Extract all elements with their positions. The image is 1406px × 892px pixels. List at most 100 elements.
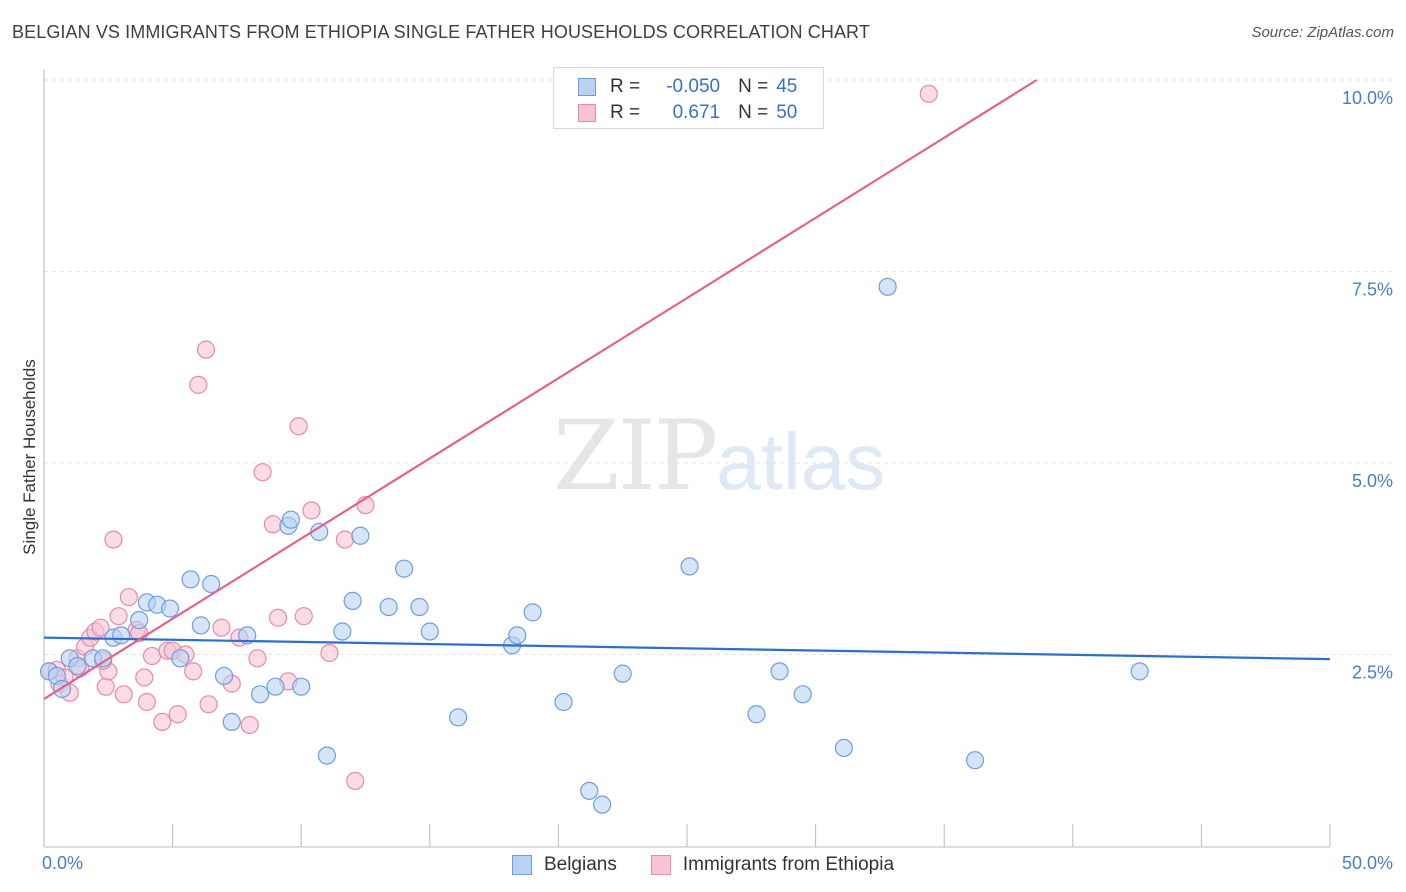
- ethiopia-point: [137, 692, 156, 712]
- ethiopia-point: [96, 677, 115, 696]
- ethiopia-point: [253, 463, 272, 482]
- belgian-point: [680, 557, 699, 576]
- tick-labels: 2.5% 5.0% 7.5% 10.0% 0.0% 50.0%: [42, 88, 1393, 873]
- ethiopia-swatch: [650, 855, 671, 875]
- belgian-point: [770, 662, 789, 681]
- trend-lines: [43, 79, 1331, 700]
- legend-item-belgians[interactable]: Belgians: [511, 854, 617, 876]
- belgian-point: [214, 666, 234, 686]
- ethiopia-point: [153, 712, 172, 732]
- ethiopia-swatch: [578, 104, 596, 122]
- belgian-point: [266, 677, 285, 696]
- belgian-point: [351, 526, 370, 545]
- belgian-point: [834, 738, 853, 758]
- ethiopia-point: [240, 715, 259, 735]
- ethiopia-point: [346, 771, 365, 790]
- ethiopia-trend-line: [43, 79, 1038, 700]
- chart-title: BELGIAN VS IMMIGRANTS FROM ETHIOPIA SING…: [12, 22, 870, 42]
- belgian-point: [238, 626, 257, 645]
- belgian-point: [410, 597, 429, 617]
- grid-lines: [44, 79, 1392, 655]
- n-label: N =: [738, 102, 769, 123]
- legend-ethiopia-label: Immigrants from Ethiopia: [682, 854, 895, 875]
- belgian-point: [878, 277, 897, 296]
- belgians-swatch: [578, 78, 596, 96]
- belgian-point: [94, 649, 113, 668]
- legend-belgians-label: Belgians: [543, 854, 617, 875]
- ethiopia-point: [289, 417, 308, 436]
- belgian-point: [250, 685, 270, 704]
- watermark-zip: ZIP: [553, 400, 718, 512]
- belgian-point: [292, 677, 311, 696]
- y-tick-label: 7.5%: [1352, 280, 1393, 300]
- r-value: -0.050: [666, 76, 721, 97]
- series-legend: Belgians Immigrants from Ethiopia: [0, 852, 1406, 878]
- ethiopia-point: [248, 649, 267, 668]
- legend-row-ethiopia: R = 0.671 N = 50: [578, 101, 797, 125]
- belgian-point: [448, 708, 468, 727]
- ethiopia-point: [320, 643, 339, 663]
- x-tick-label-min: 0.0%: [42, 853, 83, 873]
- x-tick-label-max: 50.0%: [1342, 853, 1393, 873]
- ethiopia-point: [135, 668, 154, 687]
- watermark: ZIPatlas: [553, 400, 885, 512]
- belgian-trend-line: [43, 636, 1331, 661]
- belgian-point: [508, 626, 527, 645]
- ethiopia-point: [919, 84, 938, 103]
- n-value: 45: [776, 76, 798, 97]
- ethiopia-point: [109, 607, 128, 626]
- ethiopia-point: [263, 515, 283, 534]
- ethiopia-point: [196, 340, 216, 359]
- legend-row-belgians: R = -0.050 N = 45: [578, 75, 797, 99]
- n-label: N =: [738, 76, 769, 97]
- belgian-point: [554, 692, 573, 712]
- belgian-point: [317, 746, 337, 765]
- belgian-point: [112, 626, 131, 645]
- belgian-point: [202, 574, 221, 594]
- y-tick-label: 2.5%: [1352, 663, 1393, 683]
- ethiopia-point: [189, 375, 208, 394]
- belgian-point: [130, 610, 149, 630]
- ethiopia-point: [168, 705, 187, 724]
- belgian-point: [222, 712, 241, 732]
- ethiopia-point: [302, 501, 321, 520]
- watermark-atlas: atlas: [716, 417, 886, 506]
- belgian-point: [191, 616, 210, 635]
- ethiopia-point: [119, 587, 138, 607]
- ethiopia-point: [114, 685, 133, 704]
- y-tick-label: 5.0%: [1352, 471, 1393, 491]
- axes: [43, 70, 1331, 848]
- belgian-point: [420, 622, 439, 641]
- ethiopia-point: [104, 530, 123, 549]
- ethiopia-point: [294, 607, 313, 626]
- ethiopia-point: [91, 618, 110, 637]
- belgian-point: [965, 751, 985, 770]
- belgian-point: [333, 622, 352, 641]
- belgian-point: [343, 591, 362, 610]
- belgian-point: [523, 603, 542, 622]
- belgian-point: [379, 597, 398, 617]
- source-label: Source: ZipAtlas.com: [1251, 24, 1394, 41]
- belgian-point: [793, 685, 812, 704]
- belgian-point: [171, 649, 190, 668]
- ethiopia-point: [184, 662, 203, 681]
- n-value: 50: [776, 102, 798, 123]
- y-tick-label: 10.0%: [1342, 88, 1393, 108]
- legend-item-ethiopia[interactable]: Immigrants from Ethiopia: [650, 854, 895, 876]
- r-label: R =: [610, 102, 641, 123]
- ethiopia-point: [199, 695, 218, 714]
- belgian-point: [394, 559, 414, 578]
- belgian-point: [580, 781, 599, 800]
- belgian-point: [747, 705, 766, 724]
- r-label: R =: [610, 76, 641, 97]
- ethiopia-points: [40, 84, 938, 790]
- ethiopia-point: [335, 530, 355, 549]
- belgian-point: [160, 599, 180, 618]
- ethiopia-point: [268, 608, 288, 627]
- belgian-point: [181, 570, 200, 589]
- ethiopia-point: [212, 618, 231, 637]
- belgian-point: [281, 510, 301, 529]
- belgian-point: [613, 664, 632, 683]
- belgian-point: [68, 656, 87, 676]
